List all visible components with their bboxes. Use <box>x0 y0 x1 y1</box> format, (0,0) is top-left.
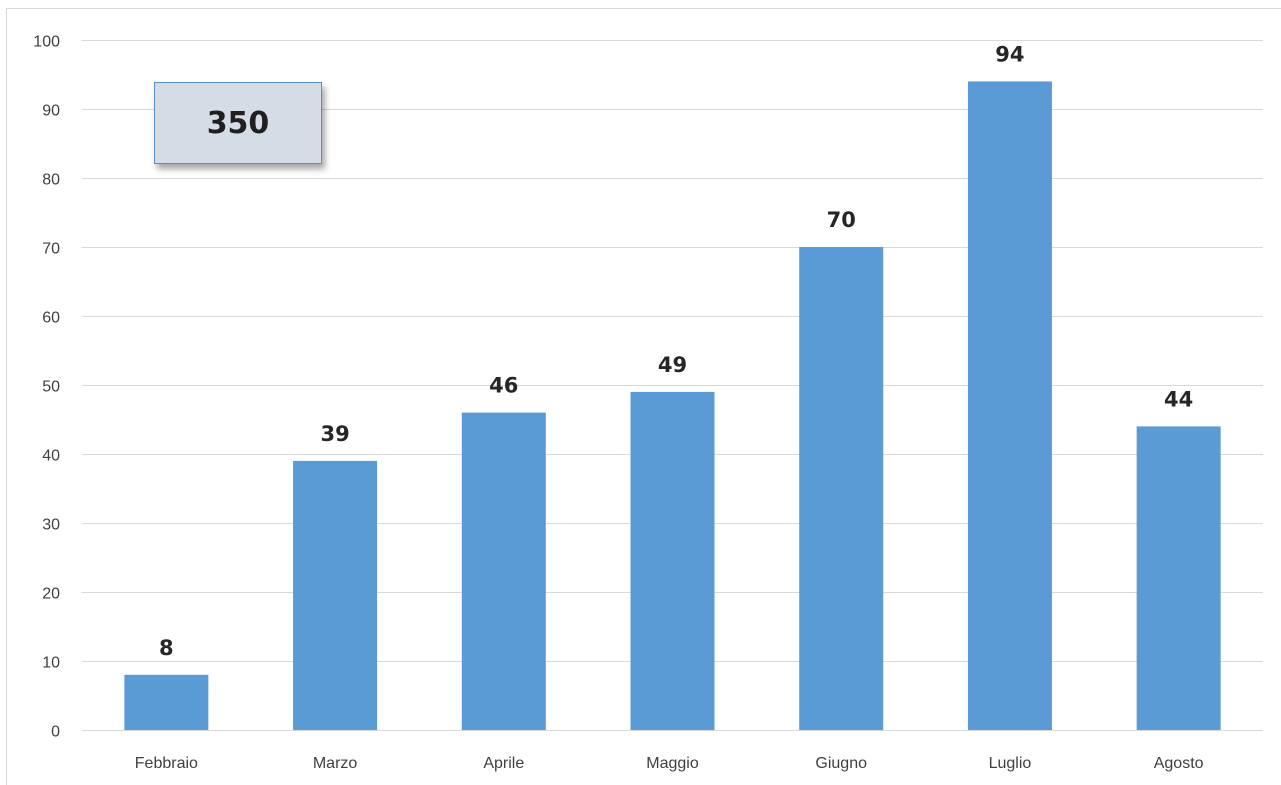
y-tick-label: 100 <box>33 34 60 51</box>
y-tick-label: 0 <box>51 724 60 741</box>
y-tick-label: 20 <box>42 586 60 603</box>
bar <box>461 412 546 730</box>
data-label: 46 <box>489 374 518 398</box>
bar <box>124 674 209 730</box>
bar <box>293 460 378 730</box>
x-tick-label: Marzo <box>313 755 358 772</box>
data-label: 44 <box>1164 387 1193 411</box>
x-tick-label: Giugno <box>815 755 867 772</box>
y-tick-label: 10 <box>42 655 60 672</box>
bar <box>799 247 884 730</box>
y-tick-label: 30 <box>42 517 60 534</box>
x-tick-label: Aprile <box>483 755 524 772</box>
data-label: 94 <box>995 42 1024 66</box>
data-label: 70 <box>827 208 856 232</box>
y-tick-label: 70 <box>42 241 60 258</box>
bar <box>630 391 715 730</box>
x-tick-label: Maggio <box>646 755 699 772</box>
data-label: 49 <box>658 353 687 377</box>
y-tick-label: 50 <box>42 379 60 396</box>
bars <box>124 81 1221 730</box>
bar <box>1136 426 1221 730</box>
data-label: 8 <box>159 636 174 660</box>
y-tick-label: 90 <box>42 103 60 120</box>
x-axis-ticks: Febbraio Marzo Aprile Maggio Giugno Luglio Ago… <box>135 755 1204 772</box>
x-tick-label: Febbraio <box>135 755 198 772</box>
total-value-box: 350 <box>154 82 322 164</box>
data-labels: 8 39 46 49 70 94 44 <box>159 42 1193 659</box>
bar <box>967 81 1052 730</box>
x-tick-label: Luglio <box>989 755 1032 772</box>
y-tick-label: 80 <box>42 172 60 189</box>
x-tick-label: Agosto <box>1154 755 1204 772</box>
y-axis-ticks: 0 10 20 30 40 50 60 70 80 90 100 <box>33 34 60 741</box>
y-tick-label: 60 <box>42 310 60 327</box>
y-tick-label: 40 <box>42 448 60 465</box>
data-label: 39 <box>320 422 349 446</box>
total-value: 350 <box>206 105 270 141</box>
